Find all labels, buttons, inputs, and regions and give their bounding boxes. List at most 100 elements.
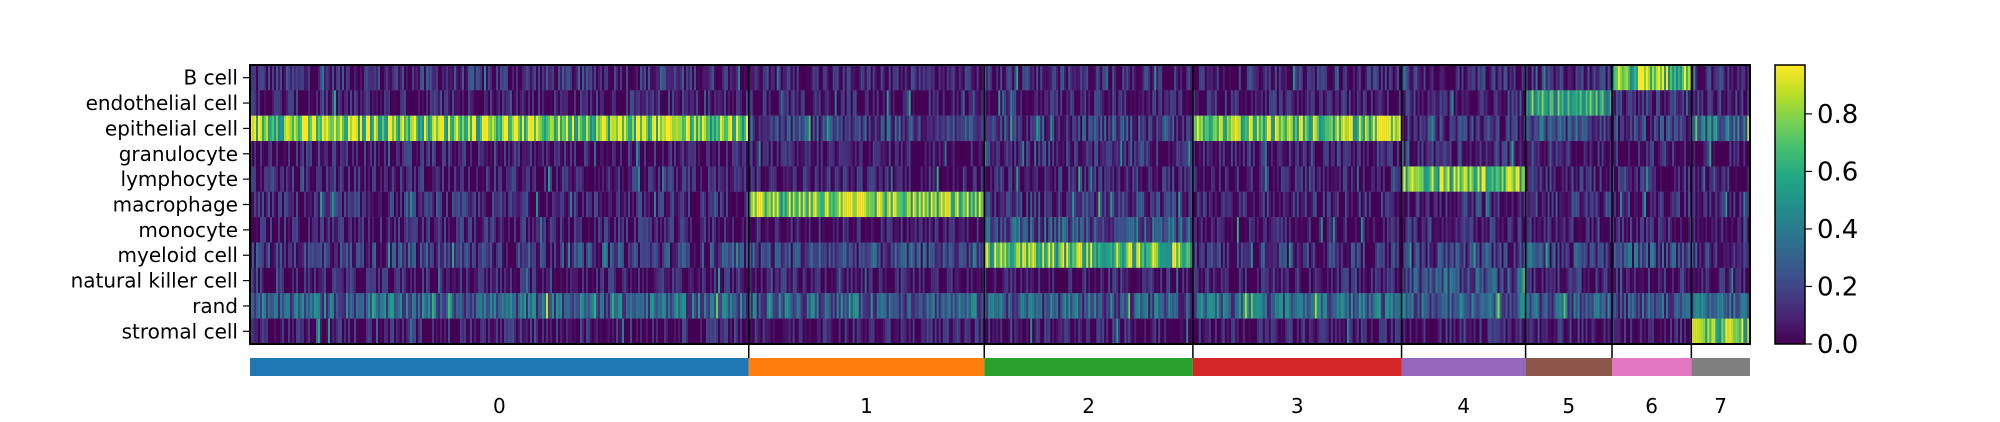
heat-cell — [318, 166, 320, 192]
heat-cell — [920, 217, 923, 243]
heat-cell — [784, 267, 787, 294]
heat-cell — [718, 217, 720, 243]
heat-cell — [1086, 191, 1089, 218]
heat-cell — [328, 115, 330, 142]
heat-cell — [320, 242, 322, 268]
heat-cell — [726, 217, 728, 243]
heat-cell — [950, 166, 953, 192]
heat-cell — [344, 242, 346, 268]
heat-cell — [784, 191, 787, 218]
heat-cell — [494, 166, 496, 192]
heat-cell — [698, 141, 700, 167]
heat-cell — [740, 318, 742, 344]
heat-cell — [386, 65, 388, 91]
heat-cell — [624, 141, 626, 167]
heat-cell — [880, 90, 883, 116]
heat-cell — [986, 65, 989, 91]
heat-cell — [476, 191, 478, 218]
heat-cell — [806, 65, 809, 91]
heat-cell — [622, 166, 624, 192]
heat-cell — [776, 191, 779, 218]
heat-cell — [994, 191, 997, 218]
heat-cell — [704, 166, 706, 192]
heat-cell — [390, 267, 392, 294]
heat-cell — [420, 141, 422, 167]
heat-cell — [1034, 141, 1037, 167]
heat-cell — [1090, 217, 1093, 243]
heat-cell — [842, 90, 845, 116]
heat-cell — [692, 267, 694, 294]
heat-cell — [458, 141, 460, 167]
heat-cell — [422, 217, 424, 243]
heat-cell — [934, 115, 937, 142]
heat-cell — [410, 217, 412, 243]
heat-cell — [956, 293, 959, 319]
heat-cell — [450, 191, 452, 218]
heat-cell — [952, 115, 955, 142]
heat-cell — [370, 293, 372, 319]
heat-cell — [924, 141, 927, 167]
heat-cell — [640, 65, 642, 91]
heat-cell — [880, 115, 883, 142]
heat-cell — [1080, 65, 1083, 91]
heat-cell — [1140, 65, 1143, 91]
heat-cell — [310, 65, 312, 91]
heat-cell — [668, 90, 670, 116]
heat-cell — [300, 166, 302, 192]
heat-cell — [582, 318, 584, 344]
heat-cell — [1072, 217, 1075, 243]
heat-cell — [534, 90, 536, 116]
heat-cell — [1100, 242, 1103, 268]
heat-cell — [572, 65, 574, 91]
heat-cell — [342, 65, 344, 91]
heat-cell — [468, 141, 470, 167]
heat-cell — [534, 293, 536, 319]
heat-cell — [710, 267, 712, 294]
heat-cell — [430, 293, 432, 319]
heat-cell — [368, 217, 370, 243]
heat-cell — [580, 217, 582, 243]
heat-cell — [414, 217, 416, 243]
heat-cell — [872, 166, 875, 192]
heat-cell — [742, 166, 744, 192]
heat-cell — [938, 318, 941, 344]
heat-cell — [338, 191, 340, 218]
heat-cell — [274, 90, 276, 116]
heat-cell — [916, 242, 919, 268]
heat-cell — [520, 293, 522, 319]
heat-cell — [340, 141, 342, 167]
heat-cell — [492, 166, 494, 192]
heat-cell — [620, 90, 622, 116]
heat-cell — [288, 293, 290, 319]
heat-cell — [466, 242, 468, 268]
heat-cell — [1022, 191, 1025, 218]
heat-cell — [286, 90, 288, 116]
heat-cell — [904, 115, 907, 142]
heat-cell — [774, 267, 777, 294]
heat-cell — [1164, 242, 1167, 268]
heat-cell — [1150, 65, 1153, 91]
heat-cell — [936, 90, 939, 116]
heat-cell — [424, 318, 426, 344]
heat-cell — [290, 267, 292, 294]
heat-cell — [482, 141, 484, 167]
heat-cell — [956, 90, 959, 116]
heat-cell — [354, 293, 356, 319]
heat-cell — [668, 65, 670, 91]
heat-cell — [542, 166, 544, 192]
heat-cell — [766, 166, 769, 192]
heat-cell — [970, 65, 973, 91]
heat-cell — [426, 217, 428, 243]
heat-cell — [298, 90, 300, 116]
heat-cell — [1028, 90, 1031, 116]
heat-cell — [1110, 242, 1113, 268]
heat-cell — [760, 267, 763, 294]
heat-cell — [336, 166, 338, 192]
heat-cell — [628, 90, 630, 116]
heat-cell — [1088, 65, 1091, 91]
heat-cell — [758, 115, 761, 142]
heat-cell — [552, 191, 554, 218]
heat-cell — [852, 242, 855, 268]
heat-cell — [1004, 90, 1007, 116]
heat-cell — [1060, 141, 1063, 167]
